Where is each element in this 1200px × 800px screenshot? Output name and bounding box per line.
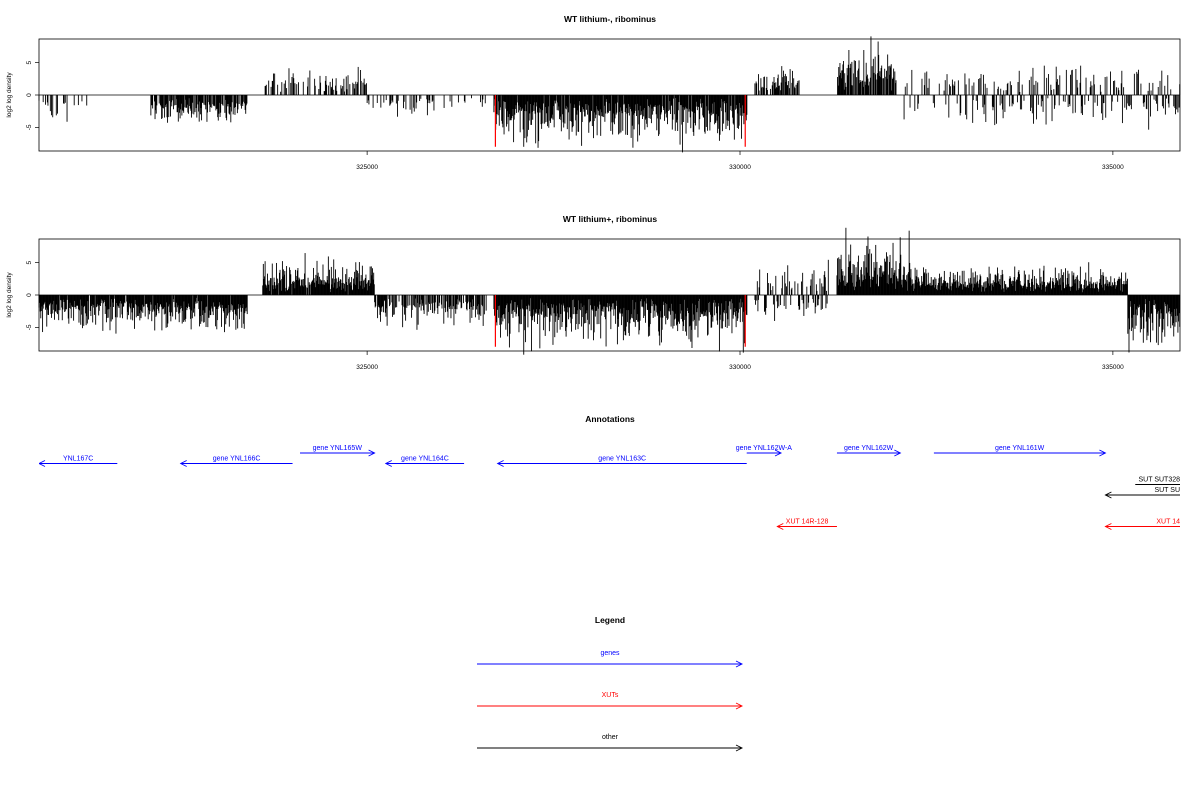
annotation-feature: XUT 14 bbox=[1104, 519, 1180, 530]
coverage-panel-2: WT lithium+, ribominus log2 log density … bbox=[6, 214, 1181, 371]
feature-label: SUT SU bbox=[1154, 487, 1180, 494]
x-tick-label: 335000 bbox=[1102, 164, 1124, 171]
annotation-feature: gene YNL165W bbox=[300, 445, 376, 457]
panel-1-axes: -5 0 5 325000 330000 335000 bbox=[26, 60, 1124, 171]
legend-label: genes bbox=[600, 650, 620, 657]
y-tick-label: 0 bbox=[26, 93, 33, 97]
legend-entry: XUTs bbox=[477, 692, 744, 710]
feature-arrowhead bbox=[179, 460, 187, 467]
y-tick-label: 5 bbox=[26, 60, 33, 64]
annotations-track: Annotations YNL167C gene YNL166C gene YNL1… bbox=[39, 414, 1200, 530]
panel-1-y-axis-label: log2 log density bbox=[6, 72, 13, 118]
panel-2-axes: -5 0 5 325000 330000 335000 bbox=[26, 260, 1124, 371]
legend-label: XUTs bbox=[602, 692, 619, 699]
coverage-panel-1: WT lithium-, ribominus log2 log density … bbox=[6, 14, 1181, 171]
panel-2-marks bbox=[38, 227, 1181, 355]
legend-entries: genes XUTs other bbox=[477, 650, 744, 752]
feature-arrowhead bbox=[1099, 449, 1107, 457]
feature-label: XUT 14 bbox=[1156, 519, 1180, 526]
annotations-title: Annotations bbox=[585, 414, 635, 424]
panel-2-title: WT lithium+, ribominus bbox=[563, 214, 657, 224]
annotation-feature: gene YNL166C bbox=[179, 456, 293, 467]
legend: Legend genes XUTs other bbox=[477, 615, 744, 752]
x-tick-label: 330000 bbox=[729, 164, 751, 171]
annotation-feature: YNL167C bbox=[39, 456, 118, 467]
feature-label: gene YNL164C bbox=[401, 456, 449, 463]
feature-arrowhead bbox=[384, 460, 392, 467]
annotation-features: YNL167C gene YNL166C gene YNL165W gene YNL1… bbox=[39, 445, 1200, 530]
panel-1-title: WT lithium-, ribominus bbox=[564, 14, 656, 24]
x-tick-label: 330000 bbox=[729, 364, 751, 371]
legend-arrowhead bbox=[735, 702, 744, 710]
y-tick-label: -5 bbox=[26, 324, 33, 330]
y-tick-label: 5 bbox=[26, 260, 33, 264]
feature-label: XUT 14R-128 bbox=[786, 519, 829, 526]
feature-label: gene YNL162W-A bbox=[736, 445, 792, 452]
annotation-feature: gene YNL162W-A bbox=[736, 445, 792, 457]
feature-label: gene YNL165W bbox=[313, 445, 363, 452]
y-tick-label: -5 bbox=[26, 124, 33, 130]
feature-label: gene YNL162W bbox=[844, 445, 894, 452]
legend-arrowhead bbox=[735, 660, 744, 668]
feature-arrowhead bbox=[1196, 482, 1200, 488]
feature-label: SUT SUT328 bbox=[1139, 477, 1181, 484]
annotation-feature: XUT 14R-128 bbox=[776, 519, 837, 530]
panel-1-marks bbox=[38, 36, 1181, 153]
feature-label: gene YNL161W bbox=[995, 445, 1045, 452]
feature-label: gene YNL166C bbox=[213, 456, 261, 463]
feature-arrowhead bbox=[776, 523, 784, 530]
feature-arrowhead bbox=[39, 460, 46, 467]
feature-arrowhead bbox=[1104, 491, 1112, 499]
legend-label: other bbox=[602, 734, 619, 741]
x-tick-label: 325000 bbox=[356, 364, 378, 371]
annotation-feature: gene YNL162W bbox=[836, 445, 902, 457]
legend-arrowhead bbox=[735, 744, 744, 752]
feature-label: gene YNL163C bbox=[598, 456, 646, 463]
feature-arrowhead bbox=[496, 460, 504, 467]
legend-title: Legend bbox=[595, 615, 625, 625]
annotation-feature: gene YNL161W bbox=[933, 445, 1107, 457]
annotation-feature: gene YNL164C bbox=[384, 456, 465, 467]
feature-label: YNL167C bbox=[63, 456, 93, 463]
y-tick-label: 0 bbox=[26, 293, 33, 297]
annotation-feature: SUT SUT328 bbox=[1135, 477, 1200, 488]
legend-entry: other bbox=[477, 734, 744, 752]
feature-arrowhead bbox=[894, 449, 902, 457]
feature-arrowhead bbox=[1104, 523, 1112, 530]
panel-2-y-axis-label: log2 log density bbox=[6, 272, 13, 318]
annotation-feature: SUT SU bbox=[1104, 487, 1180, 499]
x-tick-label: 325000 bbox=[356, 164, 378, 171]
feature-arrowhead bbox=[774, 449, 783, 457]
x-tick-label: 335000 bbox=[1102, 364, 1124, 371]
feature-arrowhead bbox=[368, 449, 376, 457]
annotation-feature: gene YNL163C bbox=[496, 456, 747, 467]
legend-entry: genes bbox=[477, 650, 744, 668]
